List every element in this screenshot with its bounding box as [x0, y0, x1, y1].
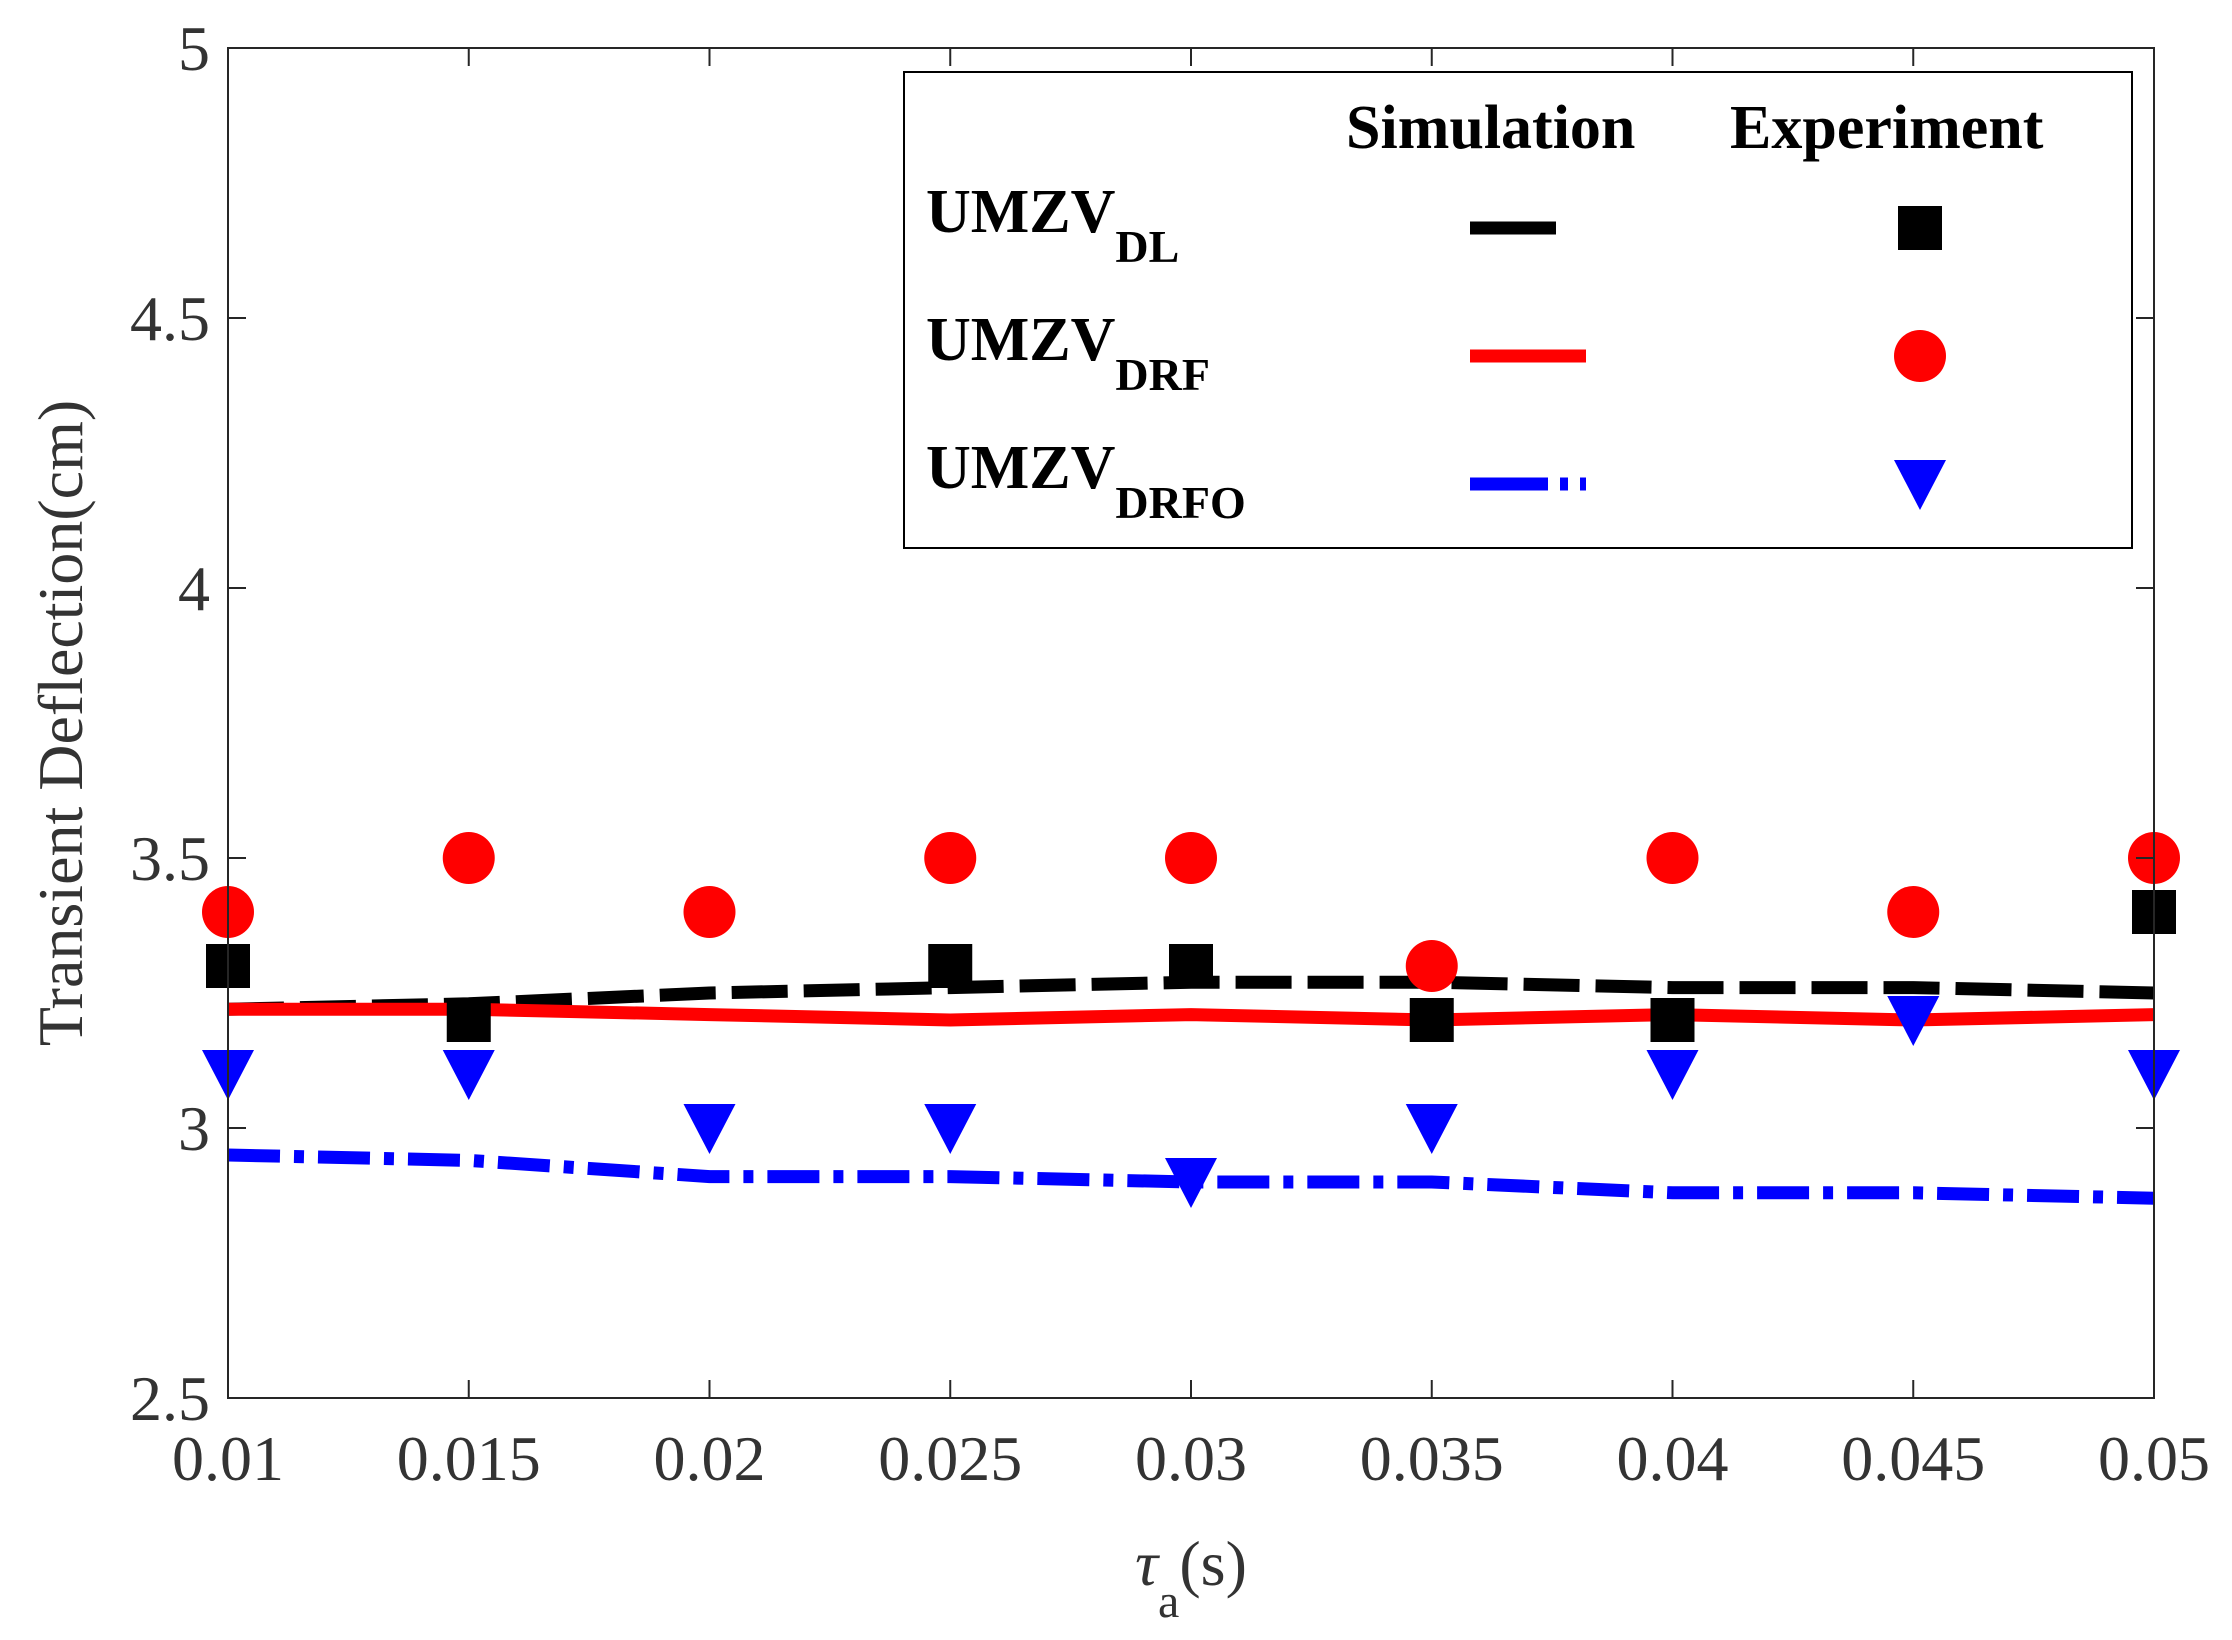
legend-marker-dl	[1898, 206, 1942, 250]
y-axis-title: Transient Deflection(cm)	[25, 400, 96, 1046]
exp-marker-drf	[1405, 940, 1458, 992]
exp-marker-drf	[1165, 832, 1217, 884]
x-axis-subscript: a	[1158, 1575, 1179, 1628]
x-tick-label: 0.05	[2098, 1423, 2210, 1494]
exp-marker-dl	[1650, 998, 1695, 1042]
y-tick-label: 4.5	[130, 283, 210, 354]
exp-marker-dl	[928, 944, 973, 988]
legend: Simulation ExperimentUMZVDLUMZVDRFUMZVDRF…	[903, 71, 2133, 549]
x-tick-label: 0.02	[654, 1423, 766, 1494]
exp-marker-drfo	[1165, 1158, 1217, 1208]
legend-label-drf: UMZVDRF	[926, 306, 1210, 400]
y-tick-label: 3	[178, 1093, 210, 1164]
x-tick-label: 0.04	[1617, 1423, 1729, 1494]
x-axis-symbol: τ	[1135, 1528, 1160, 1599]
legend-label-dl: UMZVDL	[926, 178, 1179, 272]
exp-marker-drf	[683, 886, 736, 938]
exp-marker-drfo	[683, 1104, 736, 1154]
x-tick-label: 0.025	[878, 1423, 1022, 1494]
exp-marker-drf	[1646, 832, 1699, 884]
legend-label-subscript: DL	[1115, 221, 1179, 272]
legend-marker-drf	[1894, 330, 1946, 382]
series-line-drfo	[227, 1148, 2155, 1205]
y-tick-label: 4	[178, 553, 210, 624]
legend-label-subscript: DRF	[1115, 349, 1210, 400]
axes-layer: 2.5 3 3.5 4 4.5 5 0.01 0.015 0.02 0.025 0.03 0.035 0…	[25, 13, 2210, 1628]
series-layer	[202, 832, 2180, 1208]
legend-label-main: UMZV	[926, 434, 1116, 502]
x-tick-label: 0.035	[1360, 1423, 1504, 1494]
exp-marker-dl	[1169, 944, 1213, 988]
legend-header-simulation: Simulation	[1346, 94, 1635, 162]
exp-marker-drfo	[924, 1104, 977, 1154]
legend-label-subscript: DRFO	[1115, 477, 1245, 528]
exp-marker-drfo	[442, 1050, 495, 1100]
exp-marker-drfo	[1646, 1050, 1699, 1100]
legend-marker-drfo	[1894, 460, 1946, 510]
exp-marker-dl	[1409, 998, 1454, 1042]
series-line-drf	[228, 1002, 2155, 1027]
y-tick-label: 3.5	[130, 823, 210, 894]
legend-label-main: UMZV	[926, 306, 1116, 374]
exp-marker-drf	[1887, 886, 1940, 938]
y-tick-label: 5	[178, 13, 210, 84]
exp-marker-drfo	[1887, 996, 1940, 1046]
y-tick-label: 2.5	[130, 1363, 210, 1434]
exp-marker-dl	[446, 998, 491, 1042]
legend-label-main: UMZV	[926, 178, 1116, 246]
exp-marker-drf	[924, 832, 977, 884]
legend-label-drfo: UMZVDRFO	[926, 434, 1246, 528]
x-tick-label: 0.045	[1841, 1423, 1985, 1494]
x-axis-title: τa(s)	[1135, 1528, 1247, 1628]
exp-marker-drf	[442, 832, 495, 884]
legend-header-experiment: Experiment	[1730, 94, 2044, 162]
x-tick-label: 0.03	[1135, 1423, 1247, 1494]
x-axis-unit: (s)	[1179, 1528, 1247, 1599]
exp-marker-drfo	[1405, 1104, 1458, 1154]
x-tick-label: 0.015	[397, 1423, 541, 1494]
x-tick-label: 0.01	[172, 1423, 284, 1494]
